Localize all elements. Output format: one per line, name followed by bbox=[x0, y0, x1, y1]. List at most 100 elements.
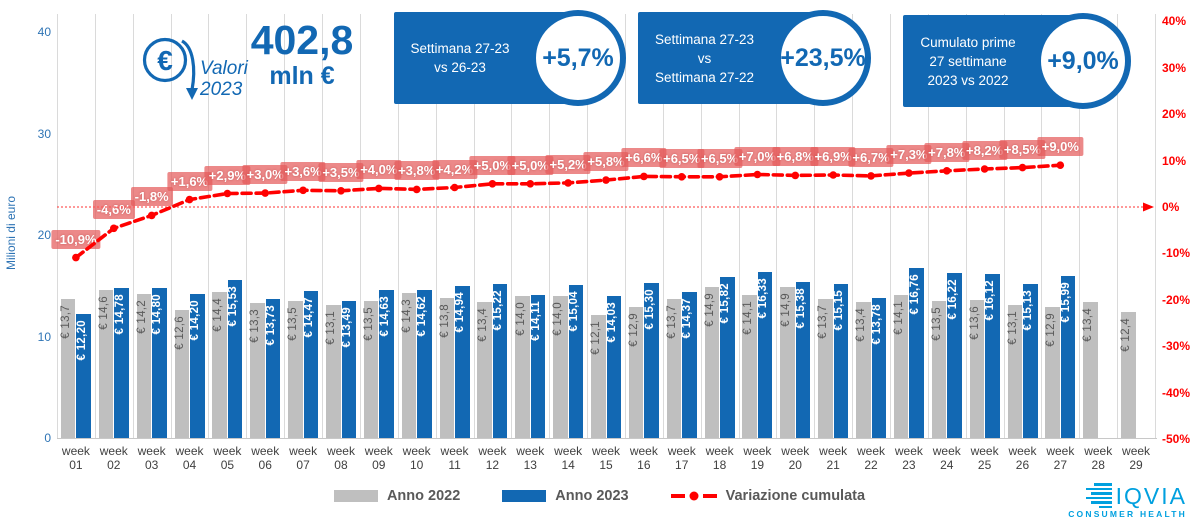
iqvia-sub-text: CONSUMER HEALTH bbox=[1068, 509, 1187, 519]
bar-value-label: € 13,78 bbox=[870, 304, 883, 345]
callout-value-badge: +23,5% bbox=[775, 10, 871, 106]
bar-2023-week-20 bbox=[795, 281, 811, 438]
x-axis-label-week-14: week 14 bbox=[554, 444, 583, 472]
bar-2022-week-19 bbox=[742, 294, 757, 438]
line-marker-week-20 bbox=[791, 171, 800, 180]
bar-value-label: € 13,5 bbox=[287, 306, 300, 341]
bar-value-label: € 15,15 bbox=[832, 290, 845, 331]
bar-value-label: € 13,7 bbox=[665, 304, 678, 339]
callout-text: vs 26-23 bbox=[434, 60, 486, 75]
legend-label: Variazione cumulata bbox=[725, 488, 866, 504]
bar-value-label: € 14,1 bbox=[741, 300, 754, 335]
bar-value-label: € 14,11 bbox=[530, 300, 543, 341]
bar-value-label: € 15,22 bbox=[492, 289, 505, 330]
gridline bbox=[890, 14, 891, 438]
bar-value-label: € 13,4 bbox=[476, 307, 489, 342]
bar-2023-week-27 bbox=[1060, 275, 1076, 438]
x-axis-label-week-16: week 16 bbox=[629, 444, 658, 472]
line-marker-week-24 bbox=[943, 167, 951, 175]
total-value: 402,8 bbox=[250, 17, 354, 63]
callout-text: 2023 vs 2022 bbox=[927, 72, 1009, 88]
bar-value-label: € 14,0 bbox=[552, 301, 565, 336]
legend-item-anno-2023: Anno 2023 bbox=[502, 488, 629, 504]
line-marker-week-05 bbox=[223, 189, 232, 198]
x-axis-label-week-06: week 06 bbox=[251, 444, 280, 472]
line-marker-week-23 bbox=[905, 169, 913, 177]
x-axis-label-week-21: week 21 bbox=[819, 444, 848, 472]
x-axis-label-week-26: week 26 bbox=[1008, 444, 1037, 472]
bar-value-label: € 13,6 bbox=[968, 305, 981, 340]
legend: Anno 2022 Anno 2023 Variazione cumulata bbox=[0, 488, 1199, 504]
bar-2023-week-01 bbox=[76, 314, 91, 438]
y-axis-tick-right: -50% bbox=[1162, 432, 1191, 446]
bar-2022-week-14 bbox=[553, 295, 568, 438]
bar-2022-week-22 bbox=[856, 302, 871, 438]
bar-value-label: € 13,1 bbox=[325, 311, 338, 345]
cumulative-label-week-26: +8,5% bbox=[999, 139, 1046, 159]
bar-2023-week-26 bbox=[1023, 284, 1038, 438]
bar-value-label: € 15,13 bbox=[1022, 290, 1035, 331]
cumulative-label-week-23: +7,3% bbox=[886, 145, 932, 165]
bar-2022-week-29 bbox=[1121, 312, 1136, 438]
bar-2023-week-11 bbox=[455, 286, 470, 438]
bar-value-label: € 15,04 bbox=[567, 291, 580, 332]
bar-2022-week-15 bbox=[591, 315, 606, 438]
bar-value-label: € 14,20 bbox=[189, 299, 202, 341]
iqvia-lines-icon bbox=[1085, 483, 1112, 508]
bar-value-label: € 13,73 bbox=[264, 304, 277, 346]
legend-swatch-2023 bbox=[502, 490, 547, 502]
y-axis-tick-right: -30% bbox=[1162, 339, 1191, 354]
euro-down-arrow-icon: € bbox=[142, 37, 198, 100]
bar-2022-week-17 bbox=[666, 298, 682, 438]
bar-2022-week-23 bbox=[893, 294, 909, 438]
bar-2023-week-24 bbox=[947, 273, 962, 438]
bar-value-label: € 14,6 bbox=[98, 295, 111, 330]
bar-value-label: € 14,94 bbox=[454, 292, 467, 333]
y-axis-tick-left: 30 bbox=[37, 126, 51, 141]
bar-value-label: € 14,80 bbox=[151, 293, 164, 335]
bar-value-label: € 14,9 bbox=[779, 292, 792, 327]
gridline bbox=[57, 14, 58, 438]
bar-2022-week-21 bbox=[818, 298, 833, 438]
bar-value-label: € 14,62 bbox=[416, 295, 429, 337]
x-axis-label-week-05: week 05 bbox=[213, 444, 242, 472]
line-marker-week-07 bbox=[299, 186, 307, 195]
bar-value-label: € 12,20 bbox=[75, 320, 88, 361]
total-value-block: 402,8 mln € bbox=[237, 18, 367, 90]
bar-2022-week-20 bbox=[780, 286, 795, 438]
bar-2023-week-13 bbox=[530, 294, 546, 438]
x-axis-label-week-18: week 18 bbox=[705, 444, 734, 472]
bar-value-label: € 13,5 bbox=[363, 306, 376, 341]
bar-2023-week-12 bbox=[492, 283, 508, 438]
bar-2022-week-25 bbox=[969, 300, 985, 438]
bar-2023-week-14 bbox=[568, 285, 584, 438]
bar-value-label: € 14,1 bbox=[893, 300, 906, 335]
total-unit: mln € bbox=[269, 62, 335, 90]
cumulative-label-week-18: +6,5% bbox=[696, 148, 743, 168]
callout-value-badge: +5,7% bbox=[530, 10, 626, 106]
bar-value-label: € 14,3 bbox=[400, 298, 413, 333]
line-marker-week-18 bbox=[715, 173, 724, 181]
cumulative-label-week-22: +6,7% bbox=[848, 147, 894, 167]
x-axis-label-week-04: week 04 bbox=[175, 444, 204, 472]
y-axis-tick-left: 20 bbox=[37, 228, 51, 242]
x-axis-label-week-02: week 02 bbox=[99, 444, 128, 472]
bar-value-label: € 15,53 bbox=[227, 286, 240, 327]
legend-item-variazione-cumulata: Variazione cumulata bbox=[670, 488, 866, 504]
bar-value-label: € 14,03 bbox=[605, 301, 618, 343]
line-marker-week-15 bbox=[602, 176, 610, 184]
cumulative-label-week-24: +7,8% bbox=[924, 142, 970, 162]
bar-value-label: € 14,0 bbox=[514, 301, 527, 336]
bar-2023-week-15 bbox=[606, 295, 621, 438]
bar-value-label: € 13,4 bbox=[1082, 307, 1095, 342]
x-axis-label-week-29: week 29 bbox=[1122, 444, 1151, 472]
y-axis-tick-right: -10% bbox=[1162, 246, 1191, 261]
bar-value-label: € 13,5 bbox=[931, 306, 943, 341]
line-marker-week-10 bbox=[412, 185, 421, 194]
x-axis-label-week-23: week 23 bbox=[894, 444, 923, 472]
cumulative-label-week-16: +6,6% bbox=[621, 148, 667, 168]
bar-value-label: € 12,6 bbox=[173, 316, 186, 350]
line-marker-week-08 bbox=[337, 187, 345, 195]
callout-text: Settimana 27-23 bbox=[654, 31, 755, 47]
